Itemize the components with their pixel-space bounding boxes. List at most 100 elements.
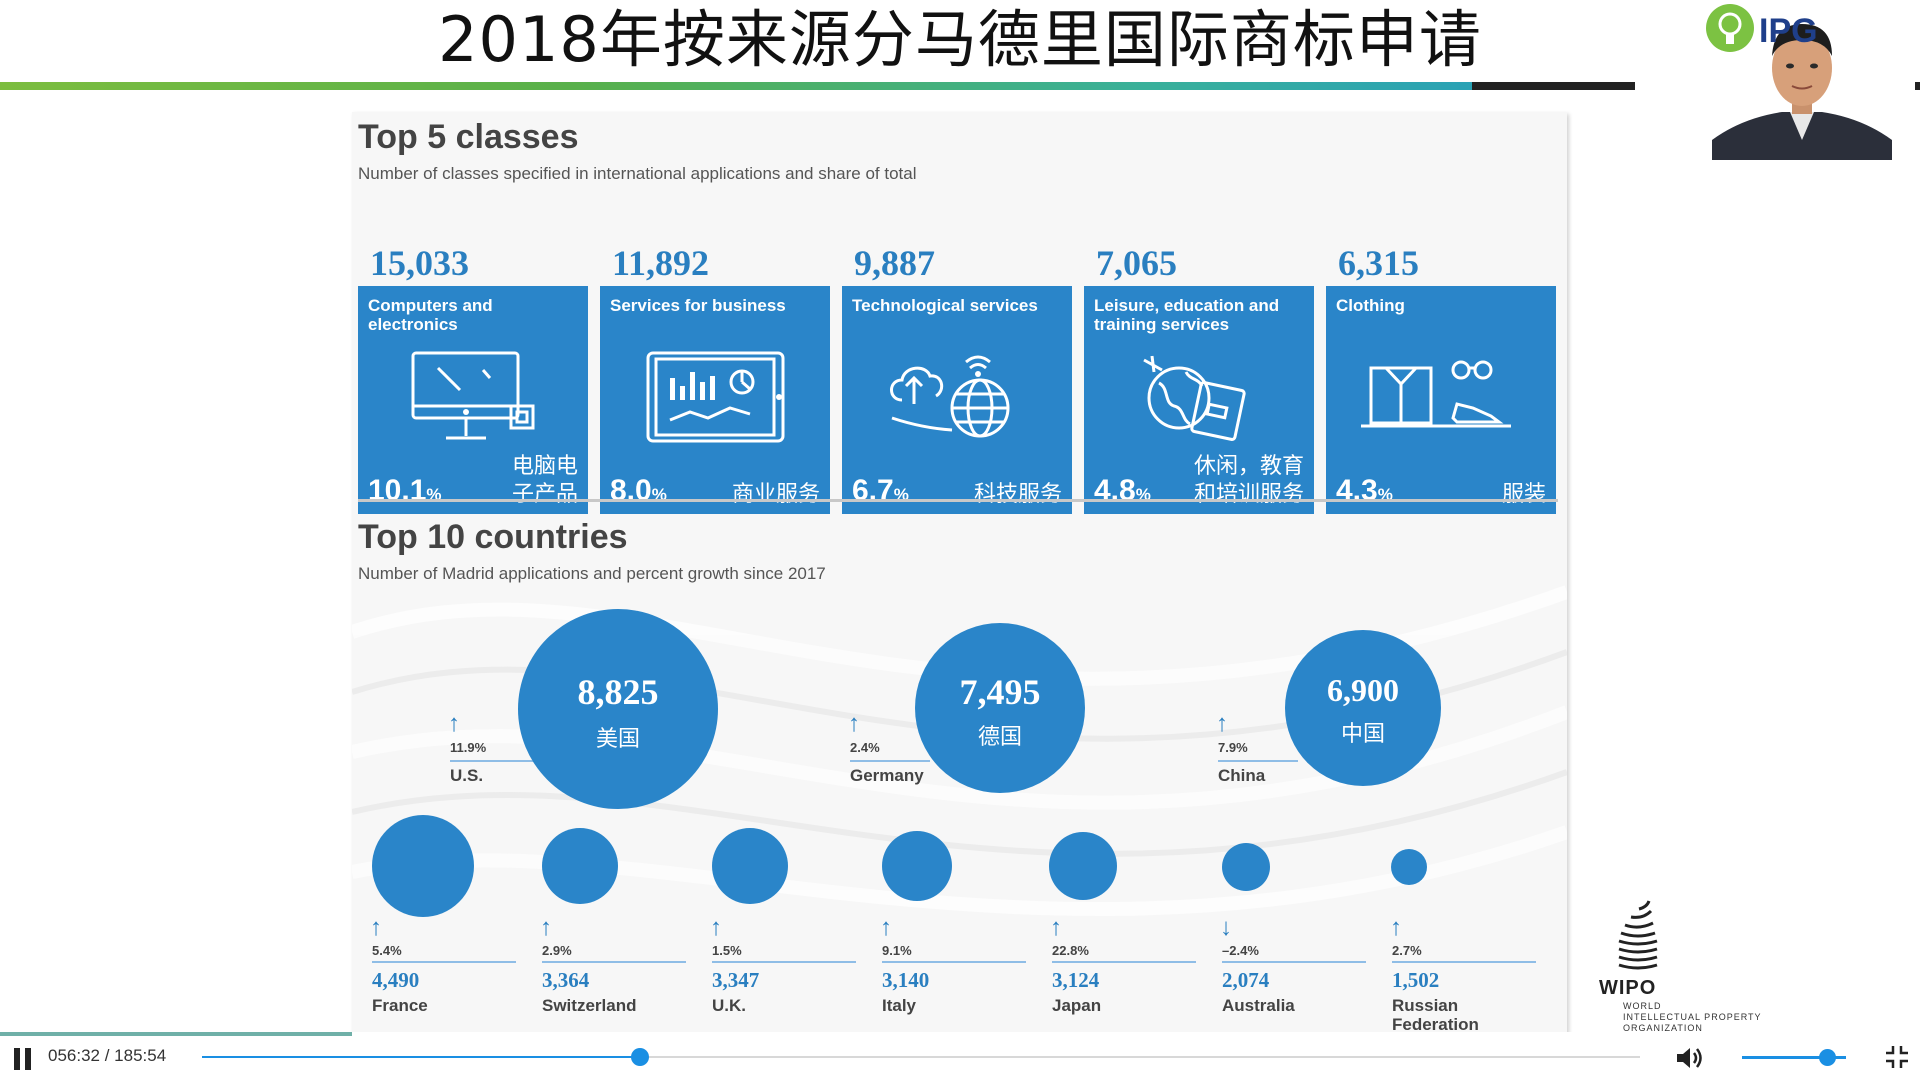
country-bubble <box>542 828 618 904</box>
class-box: Computers and electronics 10.1% 电脑电 子产品 <box>358 286 588 514</box>
country-name: U.K. <box>712 996 746 1015</box>
growth-down-arrow: ↓ <box>1220 914 1232 941</box>
class-count: 11,892 <box>612 243 710 283</box>
country-value: 7,495 <box>959 672 1041 712</box>
country-value: 6,900 <box>1327 672 1399 708</box>
country-name: Japan <box>1052 996 1102 1015</box>
growth-up-arrow: ↑ <box>880 914 892 941</box>
country-growth: 7.9% <box>1218 740 1248 755</box>
country-underline <box>1218 760 1298 762</box>
country-underline <box>1222 961 1366 963</box>
ipg-logo: IPG <box>1705 2 1835 58</box>
ipg-logo-icon: IPG <box>1706 4 1818 52</box>
country-name: Germany <box>850 766 924 785</box>
class-share: 6.7% <box>852 474 909 507</box>
class-count: 15,033 <box>370 243 469 283</box>
growth-up-arrow: ↑ <box>448 710 460 737</box>
countries-subtitle: Number of Madrid applications and percen… <box>358 564 826 583</box>
class-box: Services for business <box>600 286 830 514</box>
country-bubble: 8,825 美国 <box>518 609 718 809</box>
seek-handle[interactable] <box>630 1048 649 1066</box>
class-count: 9,887 <box>854 243 935 283</box>
class-name: Clothing <box>1336 296 1405 315</box>
wipo-logo: WIPO WORLD INTELLECTUAL PROPERTY ORGANIZ… <box>1595 895 1805 1035</box>
volume-slider[interactable] <box>1742 1049 1846 1066</box>
country-name: China <box>1218 766 1266 785</box>
country-bubble <box>882 831 952 901</box>
class-name: Services for business <box>610 296 786 315</box>
country-name: Russian Federation <box>1392 996 1479 1034</box>
video-player-controls: 056:32 / 185:54 <box>0 1032 1920 1080</box>
country-growth: 22.8% <box>1052 943 1089 958</box>
country-name: France <box>372 996 428 1015</box>
tablet-chart-icon <box>646 351 785 443</box>
class-name: Computers and electronics <box>368 296 493 334</box>
volume-icon[interactable] <box>1674 1044 1706 1072</box>
country-value: 8,825 <box>577 672 659 712</box>
country-value: 1,502 <box>1392 968 1440 992</box>
country-value: 3,124 <box>1052 968 1100 992</box>
wipo-subtitle: WORLD INTELLECTUAL PROPERTY ORGANIZATION <box>1623 1001 1762 1033</box>
class-name: Leisure, education and training services <box>1094 296 1280 334</box>
slide-title: 2018年按来源分马德里国际商标申请 <box>438 3 1482 76</box>
country-value: 3,347 <box>712 968 760 992</box>
cloud-globe-icon <box>890 355 1010 438</box>
countries-title: Top 10 countries <box>358 518 628 556</box>
exit-fullscreen-icon[interactable] <box>1884 1044 1910 1070</box>
country-underline <box>542 961 686 963</box>
country-underline <box>850 760 930 762</box>
class-name: Technological services <box>852 296 1038 315</box>
country-bubble <box>1391 849 1427 885</box>
class-count: 6,315 <box>1338 243 1419 283</box>
country-underline <box>372 961 516 963</box>
wipo-name: WIPO <box>1599 977 1657 999</box>
title-underline-end <box>1915 82 1920 90</box>
country-bubble <box>712 828 788 904</box>
country-bubble <box>1049 832 1117 900</box>
country-value: 2,074 <box>1222 968 1270 992</box>
classes-title: Top 5 classes <box>358 118 579 156</box>
country-underline <box>1052 961 1196 963</box>
class-count: 7,065 <box>1096 243 1177 283</box>
pause-icon[interactable] <box>14 1048 32 1070</box>
country-bubble: 6,900 中国 <box>1285 630 1441 786</box>
classes-subtitle: Number of classes specified in internati… <box>358 164 917 183</box>
country-growth: –2.4% <box>1222 943 1259 958</box>
seek-bar[interactable] <box>202 1048 1640 1066</box>
country-name-cn: 中国 <box>1340 721 1385 746</box>
computer-icon <box>411 351 535 440</box>
class-share: 10.1% <box>368 474 442 507</box>
clothing-icon <box>1361 360 1511 428</box>
country-name: Switzerland <box>542 996 637 1015</box>
country-underline <box>882 961 1026 963</box>
title-underline <box>0 82 1635 90</box>
seek-bar-fill <box>202 1056 640 1058</box>
growth-up-arrow: ↑ <box>848 710 860 737</box>
country-growth: 11.9% <box>450 740 487 755</box>
country-growth: 5.4% <box>372 943 402 958</box>
country-bubble: 7,495 德国 <box>915 623 1085 793</box>
country-growth: 2.9% <box>542 943 572 958</box>
country-growth: 1.5% <box>712 943 742 958</box>
svg-text:IPG: IPG <box>1759 12 1818 50</box>
country-underline <box>712 961 856 963</box>
class-name-cn: 服装 <box>1501 481 1546 506</box>
growth-up-arrow: ↑ <box>1216 710 1228 737</box>
country-underline <box>450 760 540 762</box>
country-value: 4,490 <box>372 968 420 992</box>
country-bubble <box>1222 843 1270 891</box>
class-box: Leisure, education and training services… <box>1084 286 1314 514</box>
country-value: 3,364 <box>542 968 590 992</box>
class-box: Technological services 6.7% <box>842 286 1072 514</box>
globe-passport-icon <box>1143 355 1246 441</box>
growth-up-arrow: ↑ <box>540 914 552 941</box>
class-share: 8.0% <box>610 474 667 507</box>
growth-up-arrow: ↑ <box>1390 914 1402 941</box>
class-box: Clothing 4.3% 服装 <box>1326 286 1556 514</box>
title-underline-dark <box>1472 82 1635 90</box>
volume-handle[interactable] <box>1819 1049 1837 1066</box>
country-name: U.S. <box>450 766 484 785</box>
class-name-cn: 商业服务 <box>731 481 820 506</box>
country-growth: 2.4% <box>850 740 880 755</box>
watched-indicator <box>0 1032 352 1036</box>
